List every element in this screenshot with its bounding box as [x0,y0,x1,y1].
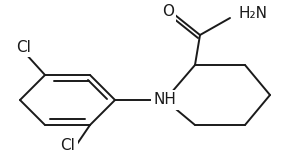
Text: Cl: Cl [16,40,31,55]
Text: Cl: Cl [61,138,75,153]
Text: H₂N: H₂N [238,7,267,21]
Text: NH: NH [153,92,176,108]
Text: O: O [162,4,174,20]
